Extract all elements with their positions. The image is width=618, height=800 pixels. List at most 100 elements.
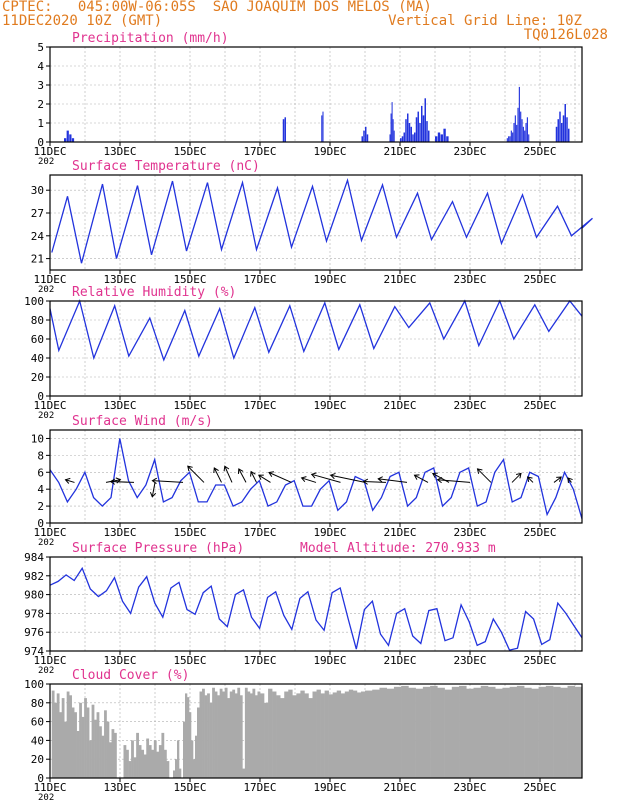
cloud-bar <box>99 726 102 778</box>
cloud-bar <box>320 693 325 778</box>
y-tick-label: 80 <box>31 697 44 710</box>
precip-bar <box>568 128 570 142</box>
cloud-bar <box>495 688 503 778</box>
cloud-bar <box>183 721 186 778</box>
wind-vector <box>311 473 341 483</box>
precip-bar <box>321 115 323 142</box>
cloud-bar <box>177 740 180 778</box>
grid-line-note: Vertical Grid Line: 10Z <box>388 13 582 29</box>
cloud-bar <box>415 688 424 778</box>
panel-title: Surface Wind (m/s) <box>72 414 213 429</box>
cloud-bar <box>114 732 117 778</box>
cloud-bar <box>136 732 139 778</box>
wind-arrowhead <box>476 468 483 474</box>
wind-vector <box>187 465 205 483</box>
wind-arrowhead <box>377 476 383 483</box>
run-time: 11DEC2020 10Z (GMT) <box>2 13 163 29</box>
x-tick-label: 11DEC <box>33 145 66 158</box>
wind-arrowhead <box>329 472 336 480</box>
y-tick-label: 0 <box>37 390 44 403</box>
wind-arrowhead <box>413 474 420 480</box>
cloud-bar <box>260 693 265 778</box>
model-id: TQ0126L028 <box>523 27 608 43</box>
cloud-bar <box>422 686 431 778</box>
wind-arrowhead <box>516 472 522 479</box>
cloud-bar <box>276 695 281 778</box>
wind-arrowhead <box>526 476 533 483</box>
wind-vector <box>301 477 317 483</box>
cloud-bar <box>101 735 105 778</box>
cloud-bar <box>257 691 261 778</box>
y-tick-label: 30 <box>31 184 44 197</box>
x-tick-label: 13DEC <box>103 399 136 412</box>
precip-bar <box>518 86 520 142</box>
cloud-bar <box>324 690 329 778</box>
y-tick-label: 21 <box>31 253 44 266</box>
precip-bar <box>64 138 67 142</box>
precip-bar <box>516 124 518 142</box>
precip-bar <box>557 119 559 142</box>
x-tick-label: 11DEC <box>33 399 66 412</box>
wind-arrowhead <box>250 470 256 477</box>
cloud-bar <box>214 691 218 778</box>
cloud-bar <box>264 702 269 778</box>
y-tick-label: 0 <box>37 136 44 149</box>
precip-bar <box>428 130 430 142</box>
precip-bar <box>525 123 527 142</box>
cloud-bar <box>104 710 107 778</box>
cloud-bar <box>560 687 568 778</box>
precip-bar <box>407 113 409 142</box>
x-tick-label: 25DEC <box>523 273 556 286</box>
y-tick-label: 3 <box>37 79 44 92</box>
cloud-bar <box>393 686 402 778</box>
cloud-bar <box>372 689 380 778</box>
cloud-bar <box>328 694 333 778</box>
wind-vector <box>437 479 471 483</box>
panel-frame <box>49 429 583 524</box>
precip-bar <box>564 104 566 142</box>
precip-bar <box>400 138 402 142</box>
panel-frame <box>49 556 583 652</box>
cloud-bar <box>148 745 152 778</box>
panel-precip <box>46 46 583 146</box>
cloud-bar <box>444 689 453 778</box>
x-tick-label: 21DEC <box>383 399 416 412</box>
x-tick-label: 23DEC <box>453 145 486 158</box>
panel-frame <box>49 174 583 271</box>
wind-arrowhead <box>237 468 244 474</box>
precip-bar <box>446 136 449 142</box>
wind-arrowhead <box>300 476 307 483</box>
y-tick-label: 984 <box>24 551 44 564</box>
x-tick-label: 15DEC <box>173 526 206 539</box>
precip-bar <box>69 134 72 142</box>
y-tick-label: 1 <box>37 117 44 130</box>
precip-bar <box>528 134 530 142</box>
series-line <box>49 438 583 519</box>
cloud-bar <box>487 686 496 778</box>
cloud-bar <box>567 685 576 778</box>
x-tick-label: 25DEC <box>523 654 556 667</box>
cloud-bar <box>524 687 532 778</box>
wind-arrowhead <box>258 474 264 480</box>
precip-bar <box>524 130 526 142</box>
wind-arrowhead <box>436 476 443 484</box>
cloud-bar <box>161 732 165 778</box>
cloud-bar <box>401 685 409 778</box>
cloud-bar <box>430 685 438 778</box>
y-tick-label: 0 <box>37 517 44 530</box>
cloud-bar <box>222 691 226 778</box>
precip-bar <box>71 138 75 142</box>
x-tick-label: 15DEC <box>173 399 206 412</box>
cloud-bar <box>292 695 297 778</box>
cloud-bar <box>232 689 236 778</box>
wind-vector <box>378 478 408 483</box>
wind-vector <box>567 477 572 483</box>
precip-bar <box>412 134 414 142</box>
x-tick-label: 13DEC <box>103 654 136 667</box>
precip-bar <box>435 136 438 142</box>
precip-bar <box>363 130 365 142</box>
cloud-bar <box>459 685 467 778</box>
cloud-bar <box>64 721 67 778</box>
cloud-bar <box>336 690 342 778</box>
